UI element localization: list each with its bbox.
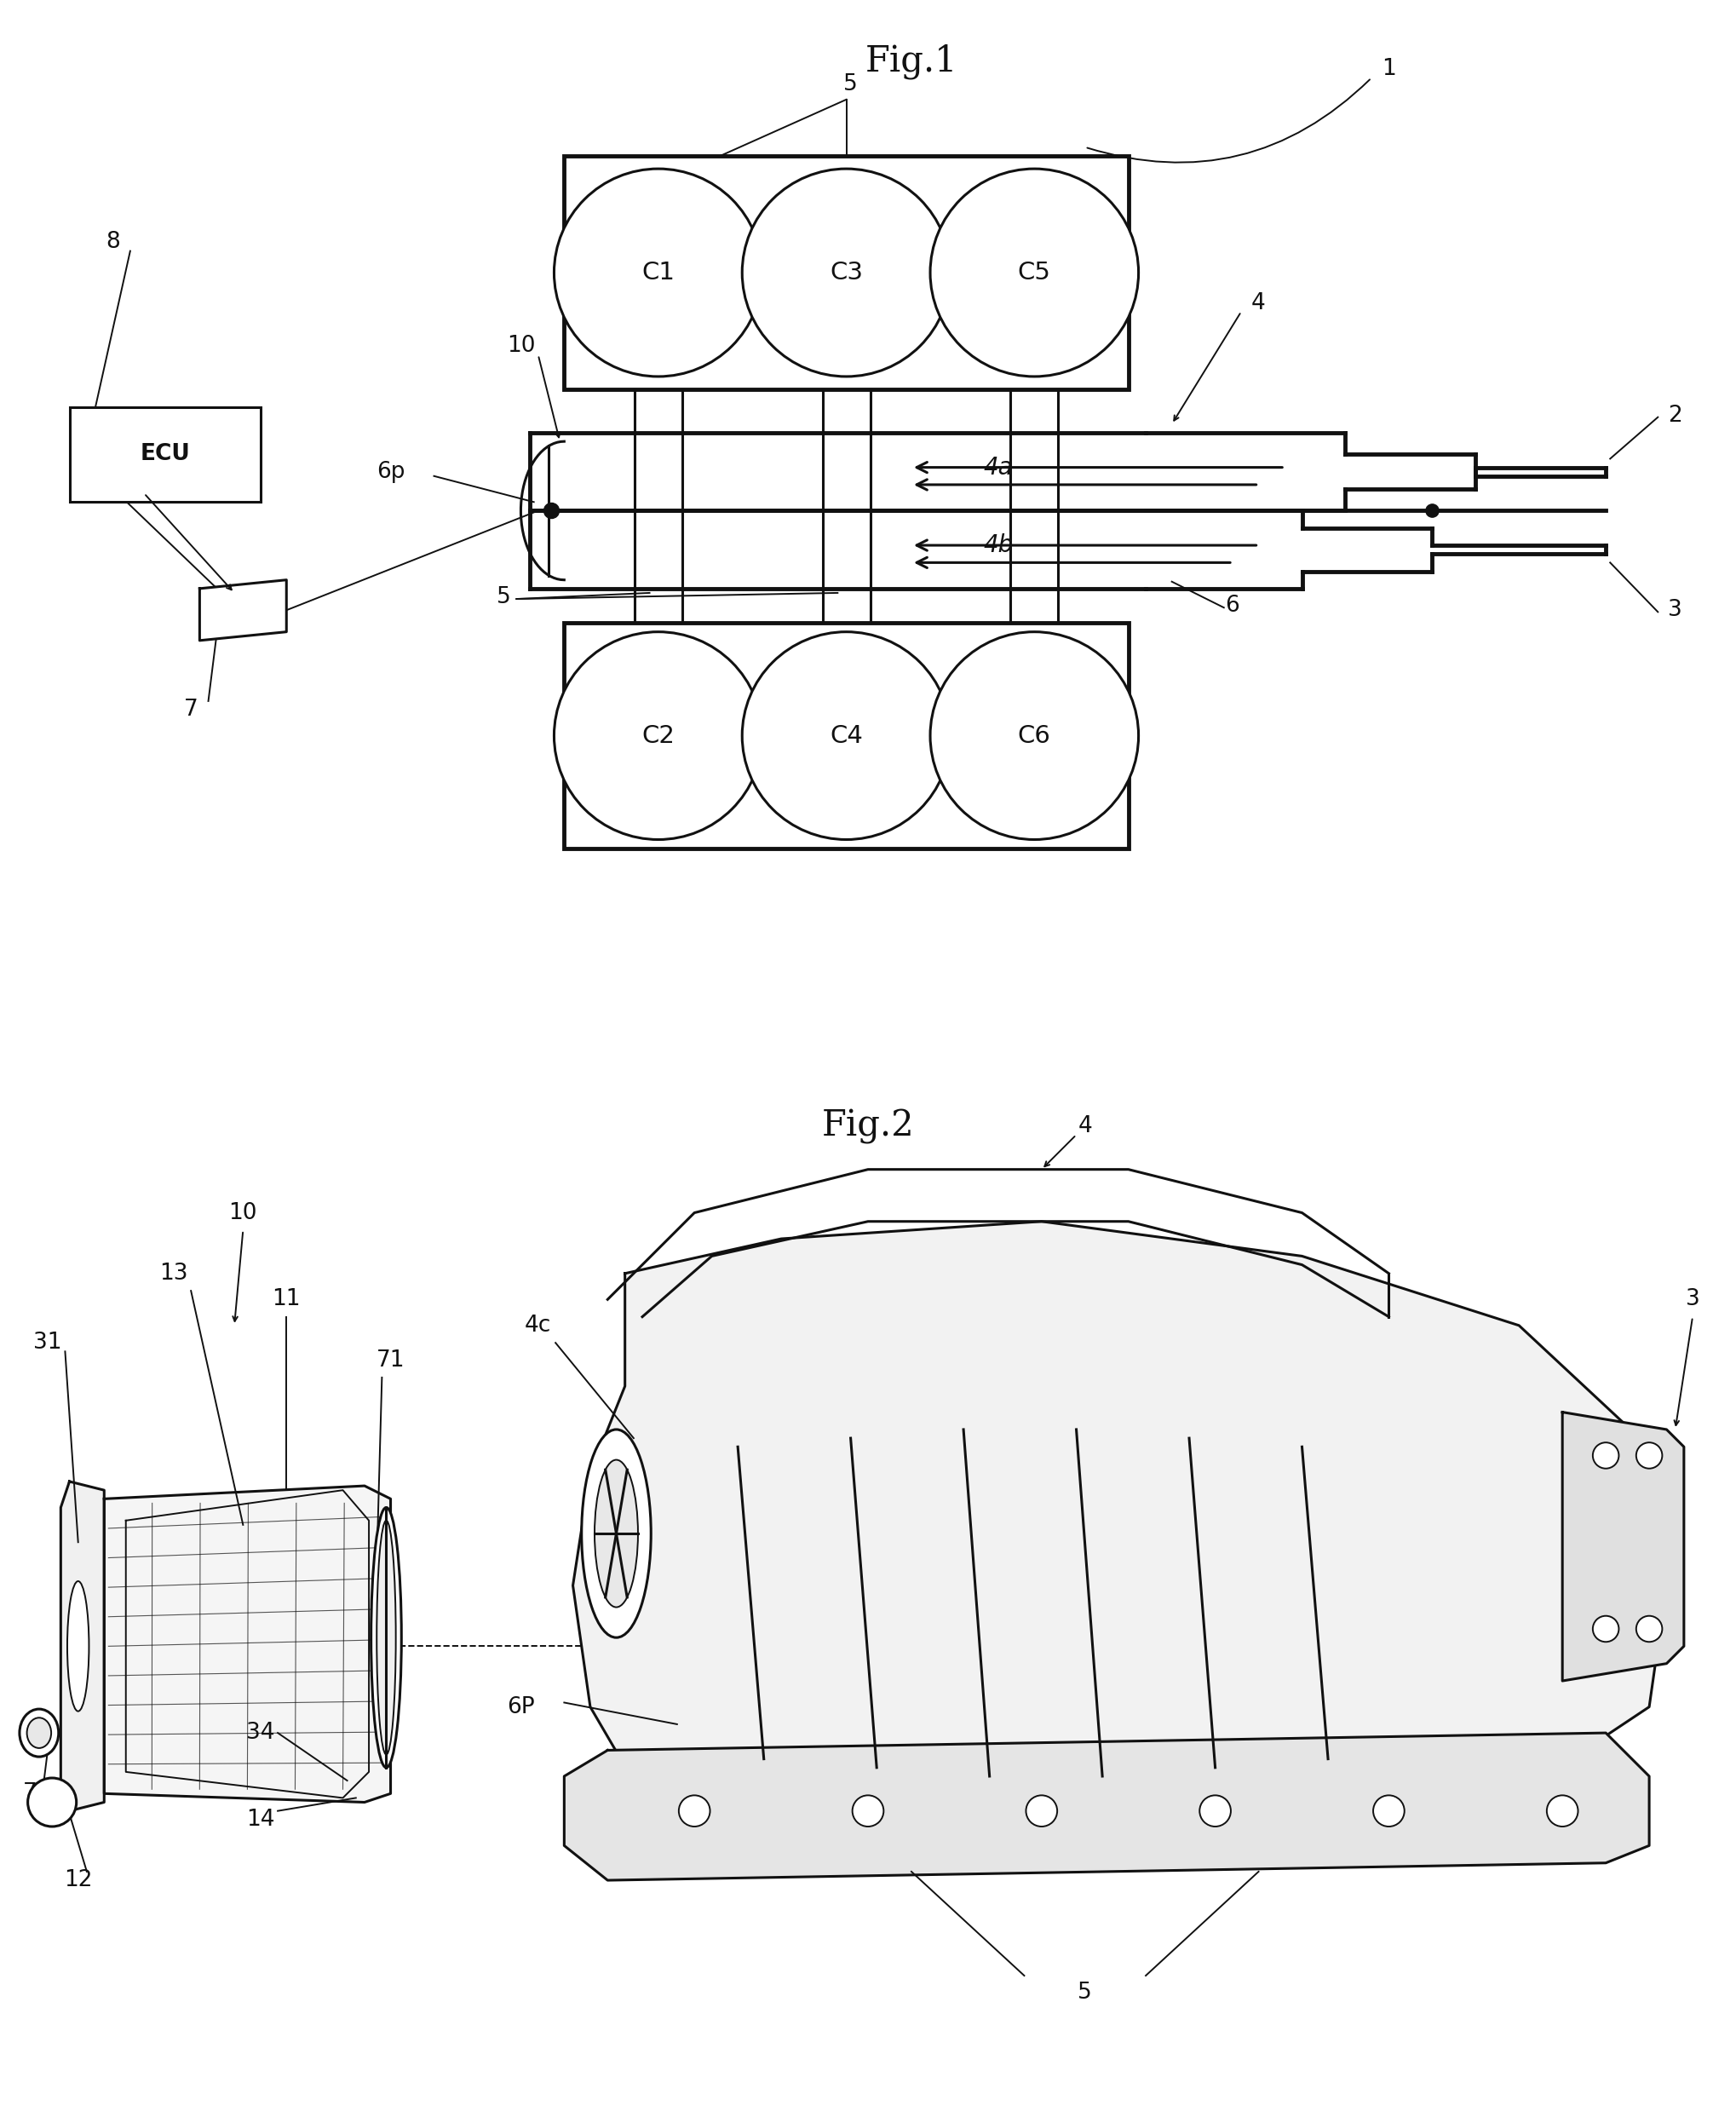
Polygon shape: [104, 1486, 391, 1802]
Text: C1: C1: [642, 261, 675, 284]
Polygon shape: [61, 1482, 104, 1811]
Text: ECU: ECU: [141, 444, 189, 465]
Text: 3: 3: [1668, 599, 1682, 622]
Text: Fig.2: Fig.2: [821, 1108, 915, 1144]
Text: C4: C4: [830, 724, 863, 747]
Text: 7: 7: [184, 698, 198, 722]
Circle shape: [1373, 1796, 1404, 1826]
Text: C5: C5: [1017, 261, 1050, 284]
Text: 2: 2: [1668, 403, 1682, 427]
Ellipse shape: [19, 1709, 59, 1756]
Circle shape: [554, 170, 762, 376]
Polygon shape: [200, 580, 286, 641]
Bar: [564, 624, 1128, 849]
Text: 3: 3: [1686, 1289, 1700, 1310]
Text: 34: 34: [247, 1722, 274, 1743]
Text: 4: 4: [1252, 291, 1266, 314]
Text: 6P: 6P: [507, 1696, 535, 1718]
Text: 4: 4: [1078, 1115, 1092, 1138]
Text: 31: 31: [33, 1331, 62, 1354]
Text: 10: 10: [507, 335, 535, 357]
Circle shape: [743, 170, 951, 376]
Bar: [564, 155, 1128, 389]
Text: 4a: 4a: [984, 456, 1012, 480]
Circle shape: [1547, 1796, 1578, 1826]
Text: 11: 11: [273, 1289, 300, 1310]
Circle shape: [28, 1777, 76, 1826]
Circle shape: [1594, 1616, 1618, 1641]
Circle shape: [1026, 1796, 1057, 1826]
Text: 6p: 6p: [377, 461, 404, 482]
Ellipse shape: [26, 1718, 50, 1747]
Circle shape: [1635, 1616, 1663, 1641]
Ellipse shape: [582, 1429, 651, 1637]
Ellipse shape: [377, 1520, 396, 1754]
Text: 10: 10: [229, 1202, 257, 1223]
Text: 5: 5: [496, 586, 510, 609]
Circle shape: [1200, 1796, 1231, 1826]
Polygon shape: [564, 1732, 1649, 1881]
Circle shape: [554, 633, 762, 839]
Circle shape: [1594, 1442, 1618, 1469]
Polygon shape: [573, 1221, 1667, 1836]
Text: 4c: 4c: [524, 1314, 552, 1337]
Circle shape: [852, 1796, 884, 1826]
Circle shape: [930, 170, 1139, 376]
Text: 71: 71: [377, 1348, 404, 1371]
Circle shape: [679, 1796, 710, 1826]
Text: 7: 7: [23, 1783, 38, 1805]
Ellipse shape: [68, 1582, 89, 1711]
Text: 4b: 4b: [983, 533, 1014, 556]
Text: 5: 5: [844, 72, 858, 96]
Circle shape: [743, 633, 951, 839]
Text: 13: 13: [160, 1263, 187, 1284]
Text: C2: C2: [642, 724, 675, 747]
Text: 1: 1: [1382, 57, 1396, 81]
Text: 14: 14: [247, 1809, 274, 1830]
Polygon shape: [1562, 1412, 1684, 1681]
Text: 8: 8: [106, 231, 120, 253]
Text: 12: 12: [64, 1868, 92, 1892]
Text: Fig.1: Fig.1: [865, 42, 958, 79]
Bar: [69, 408, 260, 501]
Text: C3: C3: [830, 261, 863, 284]
Text: C6: C6: [1017, 724, 1050, 747]
Text: 6: 6: [1226, 594, 1240, 618]
Circle shape: [1635, 1442, 1663, 1469]
Ellipse shape: [594, 1461, 639, 1607]
Text: 5: 5: [1078, 1983, 1092, 2004]
Ellipse shape: [372, 1507, 401, 1768]
Circle shape: [930, 633, 1139, 839]
